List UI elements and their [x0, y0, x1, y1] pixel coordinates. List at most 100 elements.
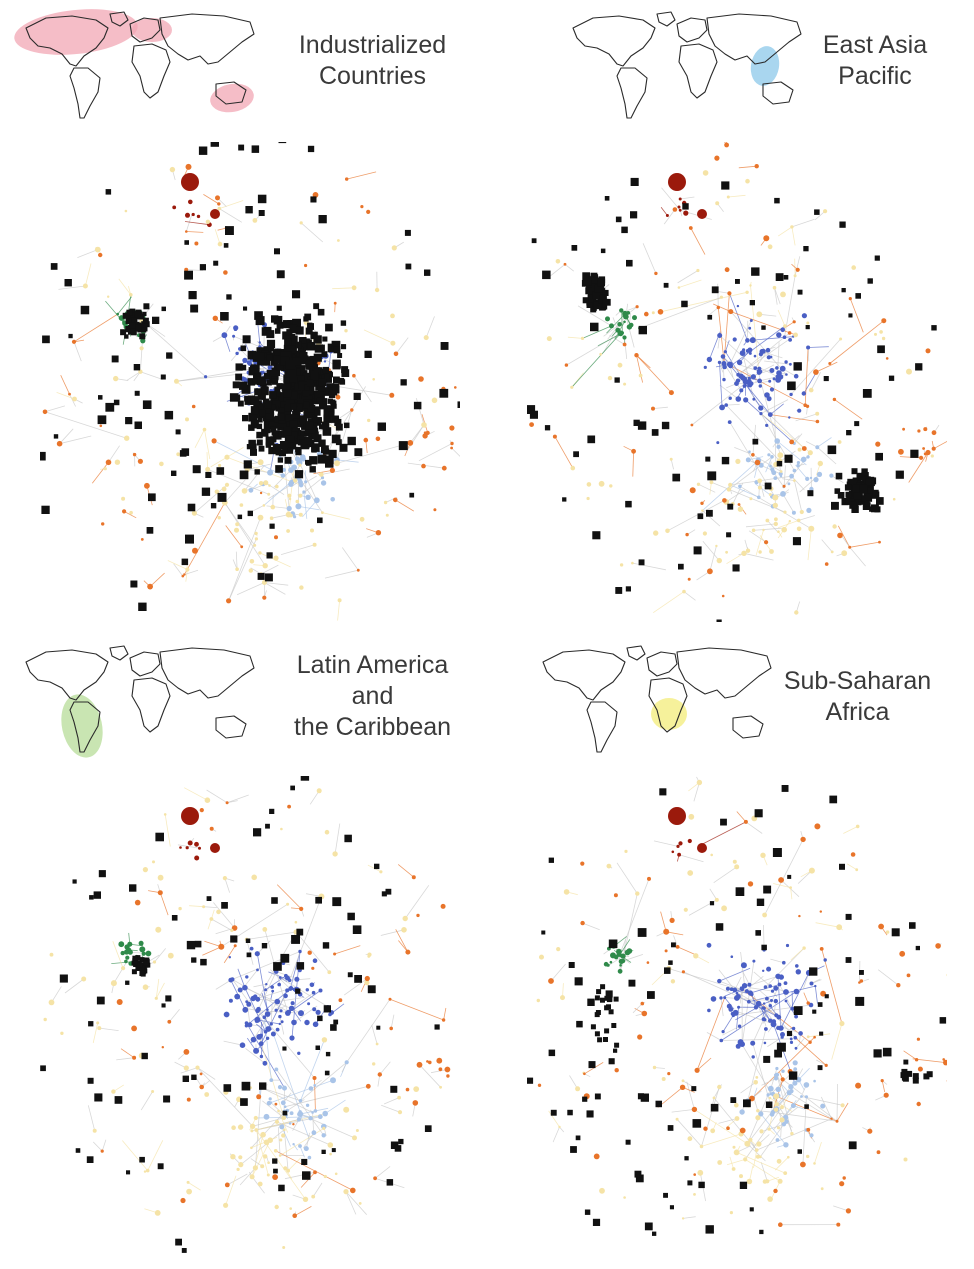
edge [831, 1023, 843, 1060]
product-node [262, 595, 267, 600]
product-node-large [697, 209, 707, 219]
exported-product-square [596, 989, 602, 995]
edge [205, 367, 256, 378]
product-node [733, 1149, 740, 1156]
exported-product-square [761, 944, 767, 951]
product-node [285, 988, 290, 993]
product-node [917, 429, 921, 433]
product-node [262, 1015, 267, 1019]
exported-product-square [847, 478, 854, 485]
edge [609, 334, 625, 345]
exported-product-square [672, 473, 681, 482]
exported-product-square [846, 430, 852, 436]
product-node [217, 202, 221, 206]
product-node [732, 859, 737, 864]
product-node [441, 465, 447, 471]
product-node [307, 1155, 312, 1160]
edge [232, 951, 301, 980]
product-node [773, 998, 778, 1004]
edge [276, 1121, 331, 1146]
product-node [745, 548, 751, 553]
edge [795, 413, 818, 422]
product-node [685, 532, 689, 537]
product-node [139, 346, 144, 351]
exported-product-square [337, 353, 343, 358]
product-node [319, 472, 324, 477]
edge [321, 468, 350, 475]
product-node [575, 1086, 581, 1092]
exported-product-square [98, 395, 103, 400]
product-node [754, 1148, 759, 1152]
product-node [242, 984, 248, 991]
edge [564, 263, 575, 272]
edge [751, 994, 757, 1008]
exported-product-square [732, 564, 740, 572]
product-node [839, 1020, 845, 1027]
product-node [598, 480, 605, 487]
product-node [734, 864, 740, 870]
product-node [196, 214, 201, 219]
product-node [759, 412, 763, 416]
edge [606, 955, 624, 967]
edge [224, 877, 230, 893]
exported-product-square [331, 1148, 336, 1153]
exported-product-square [144, 957, 150, 963]
product-node [744, 1140, 751, 1147]
exported-product-square [635, 1174, 644, 1183]
exported-product-square [603, 1037, 608, 1042]
edge [44, 411, 127, 439]
panel-title: Industrialized Countries [298, 31, 447, 90]
product-node [780, 491, 786, 497]
exported-product-square [280, 351, 288, 359]
product-node [789, 1037, 793, 1041]
product-node [828, 362, 832, 365]
edge [167, 560, 188, 570]
product-node [776, 1026, 781, 1030]
exported-product-square [839, 863, 845, 870]
exported-product-square [659, 788, 667, 796]
product-node [739, 1127, 746, 1134]
exported-product-square [304, 384, 310, 391]
edge [774, 287, 781, 305]
edge [140, 1091, 153, 1111]
product-node [809, 476, 813, 480]
product-node [748, 326, 752, 330]
exported-product-square [628, 979, 636, 987]
product-node [830, 550, 834, 554]
exported-product-square [279, 392, 286, 398]
product-node [763, 985, 768, 989]
edge [683, 591, 696, 601]
edge [678, 854, 704, 863]
product-node [791, 510, 796, 515]
product-node [277, 1109, 280, 1113]
edge [652, 591, 685, 614]
product-node [416, 1061, 423, 1068]
edge [817, 437, 832, 448]
product-node [613, 893, 618, 898]
exported-product-square [240, 364, 247, 371]
product-node [232, 334, 236, 338]
edge [197, 1067, 216, 1080]
exported-product-square [318, 378, 327, 387]
product-node [299, 585, 304, 590]
product-node [244, 1021, 249, 1025]
product-node [770, 989, 775, 993]
edge [782, 478, 795, 481]
product-node [269, 1022, 273, 1026]
product-node [563, 889, 570, 895]
product-node [798, 914, 801, 918]
exported-product-square [326, 383, 335, 391]
exported-product-square [146, 527, 154, 534]
product-node [830, 1117, 833, 1120]
edge [724, 142, 727, 146]
product-node [599, 352, 603, 356]
product-node [304, 480, 308, 484]
product-node [267, 492, 271, 496]
product-node [327, 970, 332, 975]
product-node [248, 568, 253, 573]
exported-product-square [671, 942, 676, 948]
exported-product-square [377, 422, 386, 431]
product-node [626, 948, 633, 954]
product-node [311, 966, 315, 970]
edge [273, 469, 292, 488]
